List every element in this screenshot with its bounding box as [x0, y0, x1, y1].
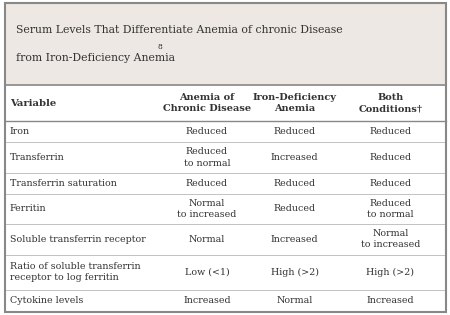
Text: Reduced: Reduced [274, 127, 316, 136]
Text: Increased: Increased [183, 296, 231, 305]
Text: Reduced: Reduced [186, 179, 228, 188]
Text: Increased: Increased [271, 235, 319, 244]
Text: Normal
to increased: Normal to increased [177, 199, 237, 219]
Text: Iron: Iron [10, 127, 30, 136]
Text: Variable: Variable [10, 99, 56, 108]
Text: Reduced: Reduced [274, 204, 316, 214]
Text: Iron-Deficiency
Anemia: Iron-Deficiency Anemia [253, 93, 337, 113]
Text: Reduced
to normal: Reduced to normal [184, 147, 230, 168]
Text: 8: 8 [158, 43, 162, 51]
Text: Reduced: Reduced [274, 179, 316, 188]
Text: Cytokine levels: Cytokine levels [10, 296, 83, 305]
Text: Increased: Increased [271, 153, 319, 162]
Text: Ratio of soluble transferrin
receptor to log ferritin: Ratio of soluble transferrin receptor to… [10, 262, 140, 282]
Bar [4, 3, 446, 85]
Text: Low (<1): Low (<1) [184, 267, 230, 277]
Text: Soluble transferrin receptor: Soluble transferrin receptor [10, 235, 146, 244]
Text: Transferrin saturation: Transferrin saturation [10, 179, 117, 188]
Text: Reduced
to normal: Reduced to normal [367, 199, 414, 219]
Text: Serum Levels That Differentiate Anemia of chronic Disease: Serum Levels That Differentiate Anemia o… [16, 25, 342, 35]
Text: Increased: Increased [367, 296, 414, 305]
Text: Reduced: Reduced [186, 127, 228, 136]
Text: High (>2): High (>2) [271, 267, 319, 277]
Text: Normal: Normal [277, 296, 313, 305]
Text: Ferritin: Ferritin [10, 204, 46, 214]
Text: High (>2): High (>2) [366, 267, 414, 277]
Text: Both
Conditions†: Both Conditions† [358, 93, 423, 113]
Text: from Iron-Deficiency Anemia: from Iron-Deficiency Anemia [16, 53, 175, 63]
Text: Reduced: Reduced [369, 179, 411, 188]
Text: Anemia of
Chronic Disease: Anemia of Chronic Disease [163, 93, 251, 113]
Text: Transferrin: Transferrin [10, 153, 65, 162]
Text: Normal
to increased: Normal to increased [361, 229, 420, 249]
Text: Normal: Normal [189, 235, 225, 244]
Text: Reduced: Reduced [369, 153, 411, 162]
Text: Reduced: Reduced [369, 127, 411, 136]
